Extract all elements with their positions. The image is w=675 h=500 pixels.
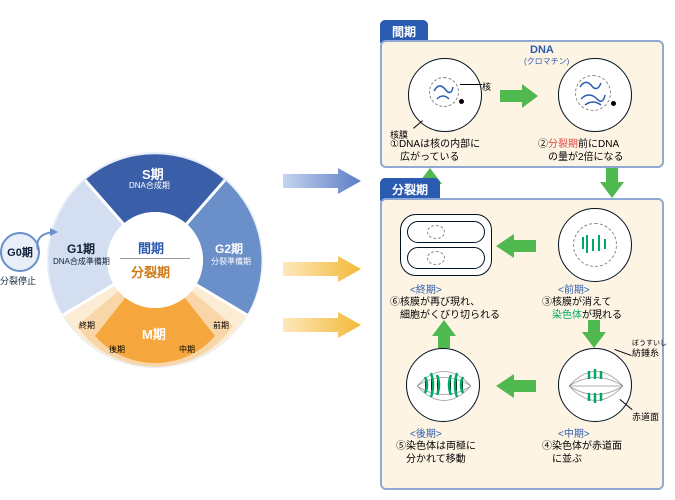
cell-step2 (558, 58, 632, 132)
cell-prophase (558, 208, 632, 282)
s-phase-sub: DNA合成期 (129, 180, 170, 191)
arrow-to-interphase-icon (283, 166, 363, 196)
m-phase: M期 (142, 324, 166, 343)
arrow-pro-meta-icon (582, 320, 606, 348)
cell-telophase (400, 214, 492, 276)
step1-text: ①DNAは核の内部に 広がっている (390, 138, 480, 164)
cell-anaphase (406, 348, 480, 422)
arrow-telo-pro-icon (496, 234, 536, 258)
dna-sub: (クロマチン) (524, 56, 569, 67)
equator-label: 赤道面 (632, 410, 659, 423)
g1-phase: G1期 (67, 240, 95, 257)
step2-text: ②分裂期前にDNA の量が2倍になる (538, 138, 624, 164)
m-metaphase: 中期 (179, 344, 195, 355)
step5-text: ⑤染色体は両極に 分かれて移動 (396, 440, 476, 466)
nucleus-label: 核 (482, 80, 491, 93)
m-telophase: 終期 (79, 320, 95, 331)
center-mitosis: 分裂期 (131, 262, 170, 281)
g2-phase: G2期 (215, 240, 243, 257)
m-anaphase: 後期 (109, 344, 125, 355)
interphase-panel: DNA (クロマチン) 核 核膜 ①DNAは核の内部に 広がっている ②分裂期前… (380, 40, 664, 168)
cell-cycle-donut: 間期 分裂期 S期 DNA合成期 G1期 DNA合成準備期 G2期 分裂準備期 … (45, 150, 265, 370)
step6-text: ⑥核膜が再び現れ、 細胞がくびり切られる (390, 296, 500, 322)
step4-text: ④染色体が赤道面 に並ぶ (542, 440, 622, 466)
step3-text: ③核膜が消えて 染色体が現れる (542, 296, 622, 322)
dna-label: DNA (530, 44, 554, 56)
cell-step1 (408, 58, 482, 132)
arrow-gold-2-icon (283, 310, 363, 340)
cell-metaphase (558, 348, 632, 422)
center-interphase: 間期 (138, 238, 164, 257)
g1-sub: DNA合成準備期 (53, 256, 110, 267)
mitosis-panel: <前期> ③核膜が消えて 染色体が現れる <終期> ⑥核膜が再び現れ、 細胞がく… (380, 198, 664, 490)
arrow-gold-1-icon (283, 254, 363, 284)
g0-bubble: G0期 分裂停止 (0, 232, 40, 287)
green-arrow-down-icon (600, 168, 624, 198)
arrow-meta-ana-icon (496, 374, 536, 398)
green-arrow-icon (500, 84, 540, 108)
g2-sub: 分裂準備期 (211, 256, 251, 267)
m-prophase: 前期 (213, 320, 229, 331)
arrow-ana-telo-icon (432, 320, 456, 348)
spindle-label: 紡錘糸 (632, 346, 659, 359)
